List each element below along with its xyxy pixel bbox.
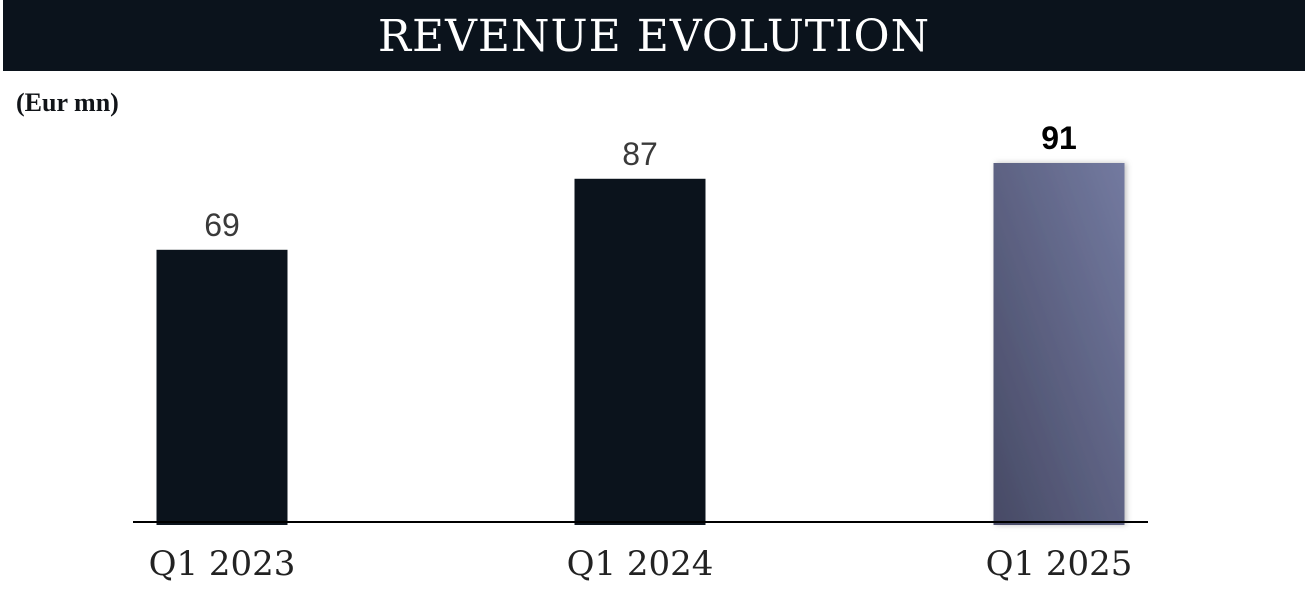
unit-label: (Eur mn) [16, 88, 119, 117]
chart-title: REVENUE EVOLUTION [377, 10, 931, 62]
data-label: 69 [204, 207, 240, 243]
title-bar: REVENUE EVOLUTION [3, 0, 1305, 71]
category-label: Q1 2023 [149, 544, 296, 584]
data-label: 91 [1041, 120, 1077, 156]
category-label: Q1 2024 [567, 544, 714, 584]
bar-q1-2025 [993, 163, 1125, 525]
data-label: 87 [622, 136, 658, 172]
category-label: Q1 2025 [986, 544, 1133, 584]
bar-q1-2024 [574, 178, 706, 525]
bar-q1-2023 [156, 249, 288, 526]
